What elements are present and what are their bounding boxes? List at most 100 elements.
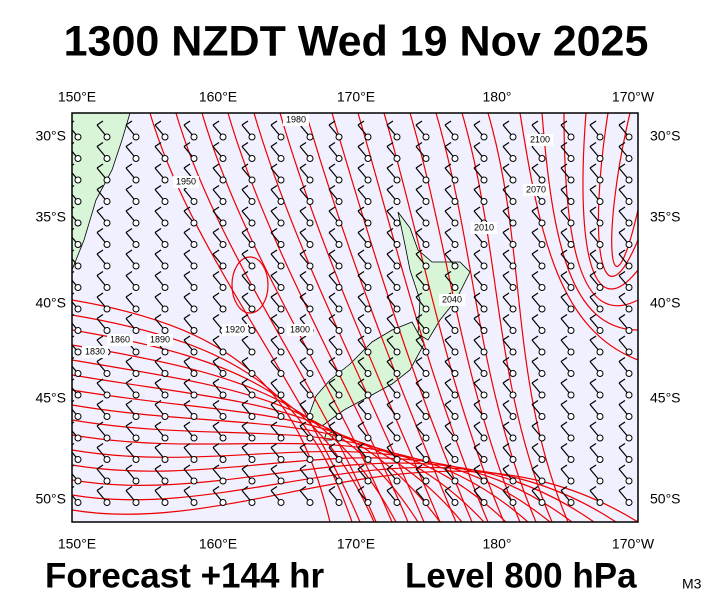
station	[306, 155, 314, 162]
wind-barb	[270, 400, 278, 405]
station	[103, 198, 111, 205]
wind-barb	[183, 163, 191, 169]
station	[509, 391, 517, 399]
station	[219, 477, 227, 485]
wind-barb	[415, 142, 423, 147]
station	[219, 499, 227, 506]
wind-barb	[357, 271, 365, 276]
wind-barb	[502, 400, 510, 405]
wind-barb	[299, 271, 307, 276]
station	[74, 477, 82, 485]
contour-line	[461, 113, 553, 522]
station	[625, 241, 633, 248]
station	[132, 241, 140, 248]
station	[248, 219, 256, 227]
station	[480, 456, 488, 463]
wind-barb	[96, 292, 104, 298]
station	[74, 370, 82, 377]
station	[190, 413, 198, 420]
station	[364, 499, 372, 506]
wind-barb	[560, 206, 568, 212]
wind-barb	[560, 400, 568, 405]
station	[480, 391, 488, 399]
station	[422, 155, 430, 162]
wind-barb	[415, 335, 423, 341]
wind-barb	[589, 206, 597, 212]
wind-barb	[212, 185, 220, 190]
contour-line	[72, 374, 441, 522]
station	[596, 391, 604, 399]
wind-barb	[299, 249, 307, 255]
station	[335, 348, 343, 356]
wind-barb	[560, 142, 568, 147]
wind-barb	[328, 163, 336, 169]
station	[625, 434, 633, 442]
station	[74, 348, 82, 356]
station	[393, 499, 401, 506]
station	[596, 284, 604, 291]
station	[596, 477, 604, 485]
station	[335, 391, 343, 399]
contour-line	[72, 359, 419, 522]
wind-barb	[241, 400, 249, 405]
wind-barb	[183, 292, 191, 298]
station	[306, 434, 314, 442]
station	[103, 155, 111, 162]
station	[103, 456, 111, 463]
station	[567, 391, 575, 399]
station	[219, 456, 227, 463]
station	[451, 391, 459, 399]
station	[567, 370, 575, 377]
contour-line	[383, 113, 505, 522]
station	[509, 305, 517, 313]
station	[132, 456, 140, 463]
station	[393, 348, 401, 356]
station	[161, 155, 169, 162]
station	[132, 305, 140, 313]
station	[596, 241, 604, 248]
wind-barb	[560, 314, 568, 319]
station	[625, 413, 633, 420]
station	[364, 327, 372, 334]
wind-barb	[444, 271, 452, 276]
wind-barb	[444, 486, 452, 491]
station	[451, 133, 459, 141]
forecast-label: Forecast +144 hr	[45, 556, 325, 595]
wind-barb	[357, 120, 365, 126]
station	[219, 198, 227, 205]
station	[132, 176, 140, 184]
station	[248, 305, 256, 313]
wind-barb	[96, 421, 104, 427]
station	[219, 155, 227, 162]
wind-barb	[154, 314, 162, 319]
wind-barb	[386, 249, 394, 255]
station	[306, 499, 314, 506]
wind-barb	[96, 249, 104, 255]
station	[567, 305, 575, 313]
wind-barb	[473, 292, 481, 298]
wind-barb	[531, 464, 539, 470]
wind-barb	[531, 357, 539, 362]
station	[335, 198, 343, 205]
station	[132, 434, 140, 442]
station	[161, 284, 169, 291]
wind-barb	[560, 378, 568, 384]
wind-barb	[241, 163, 249, 169]
station	[538, 370, 546, 377]
station	[248, 370, 256, 377]
station	[132, 284, 140, 291]
wind-barb	[270, 357, 278, 362]
top-axis-label: 160°E	[199, 89, 237, 105]
station	[74, 262, 82, 270]
wind-barb	[154, 163, 162, 169]
station	[132, 477, 140, 485]
station	[74, 305, 82, 313]
station	[248, 133, 256, 141]
wind-barb	[560, 228, 568, 233]
station	[364, 391, 372, 399]
wind-barb	[154, 400, 162, 405]
wind-barb	[386, 443, 394, 448]
station	[132, 413, 140, 420]
wind-barb	[473, 335, 481, 341]
wind-barb	[473, 271, 481, 276]
